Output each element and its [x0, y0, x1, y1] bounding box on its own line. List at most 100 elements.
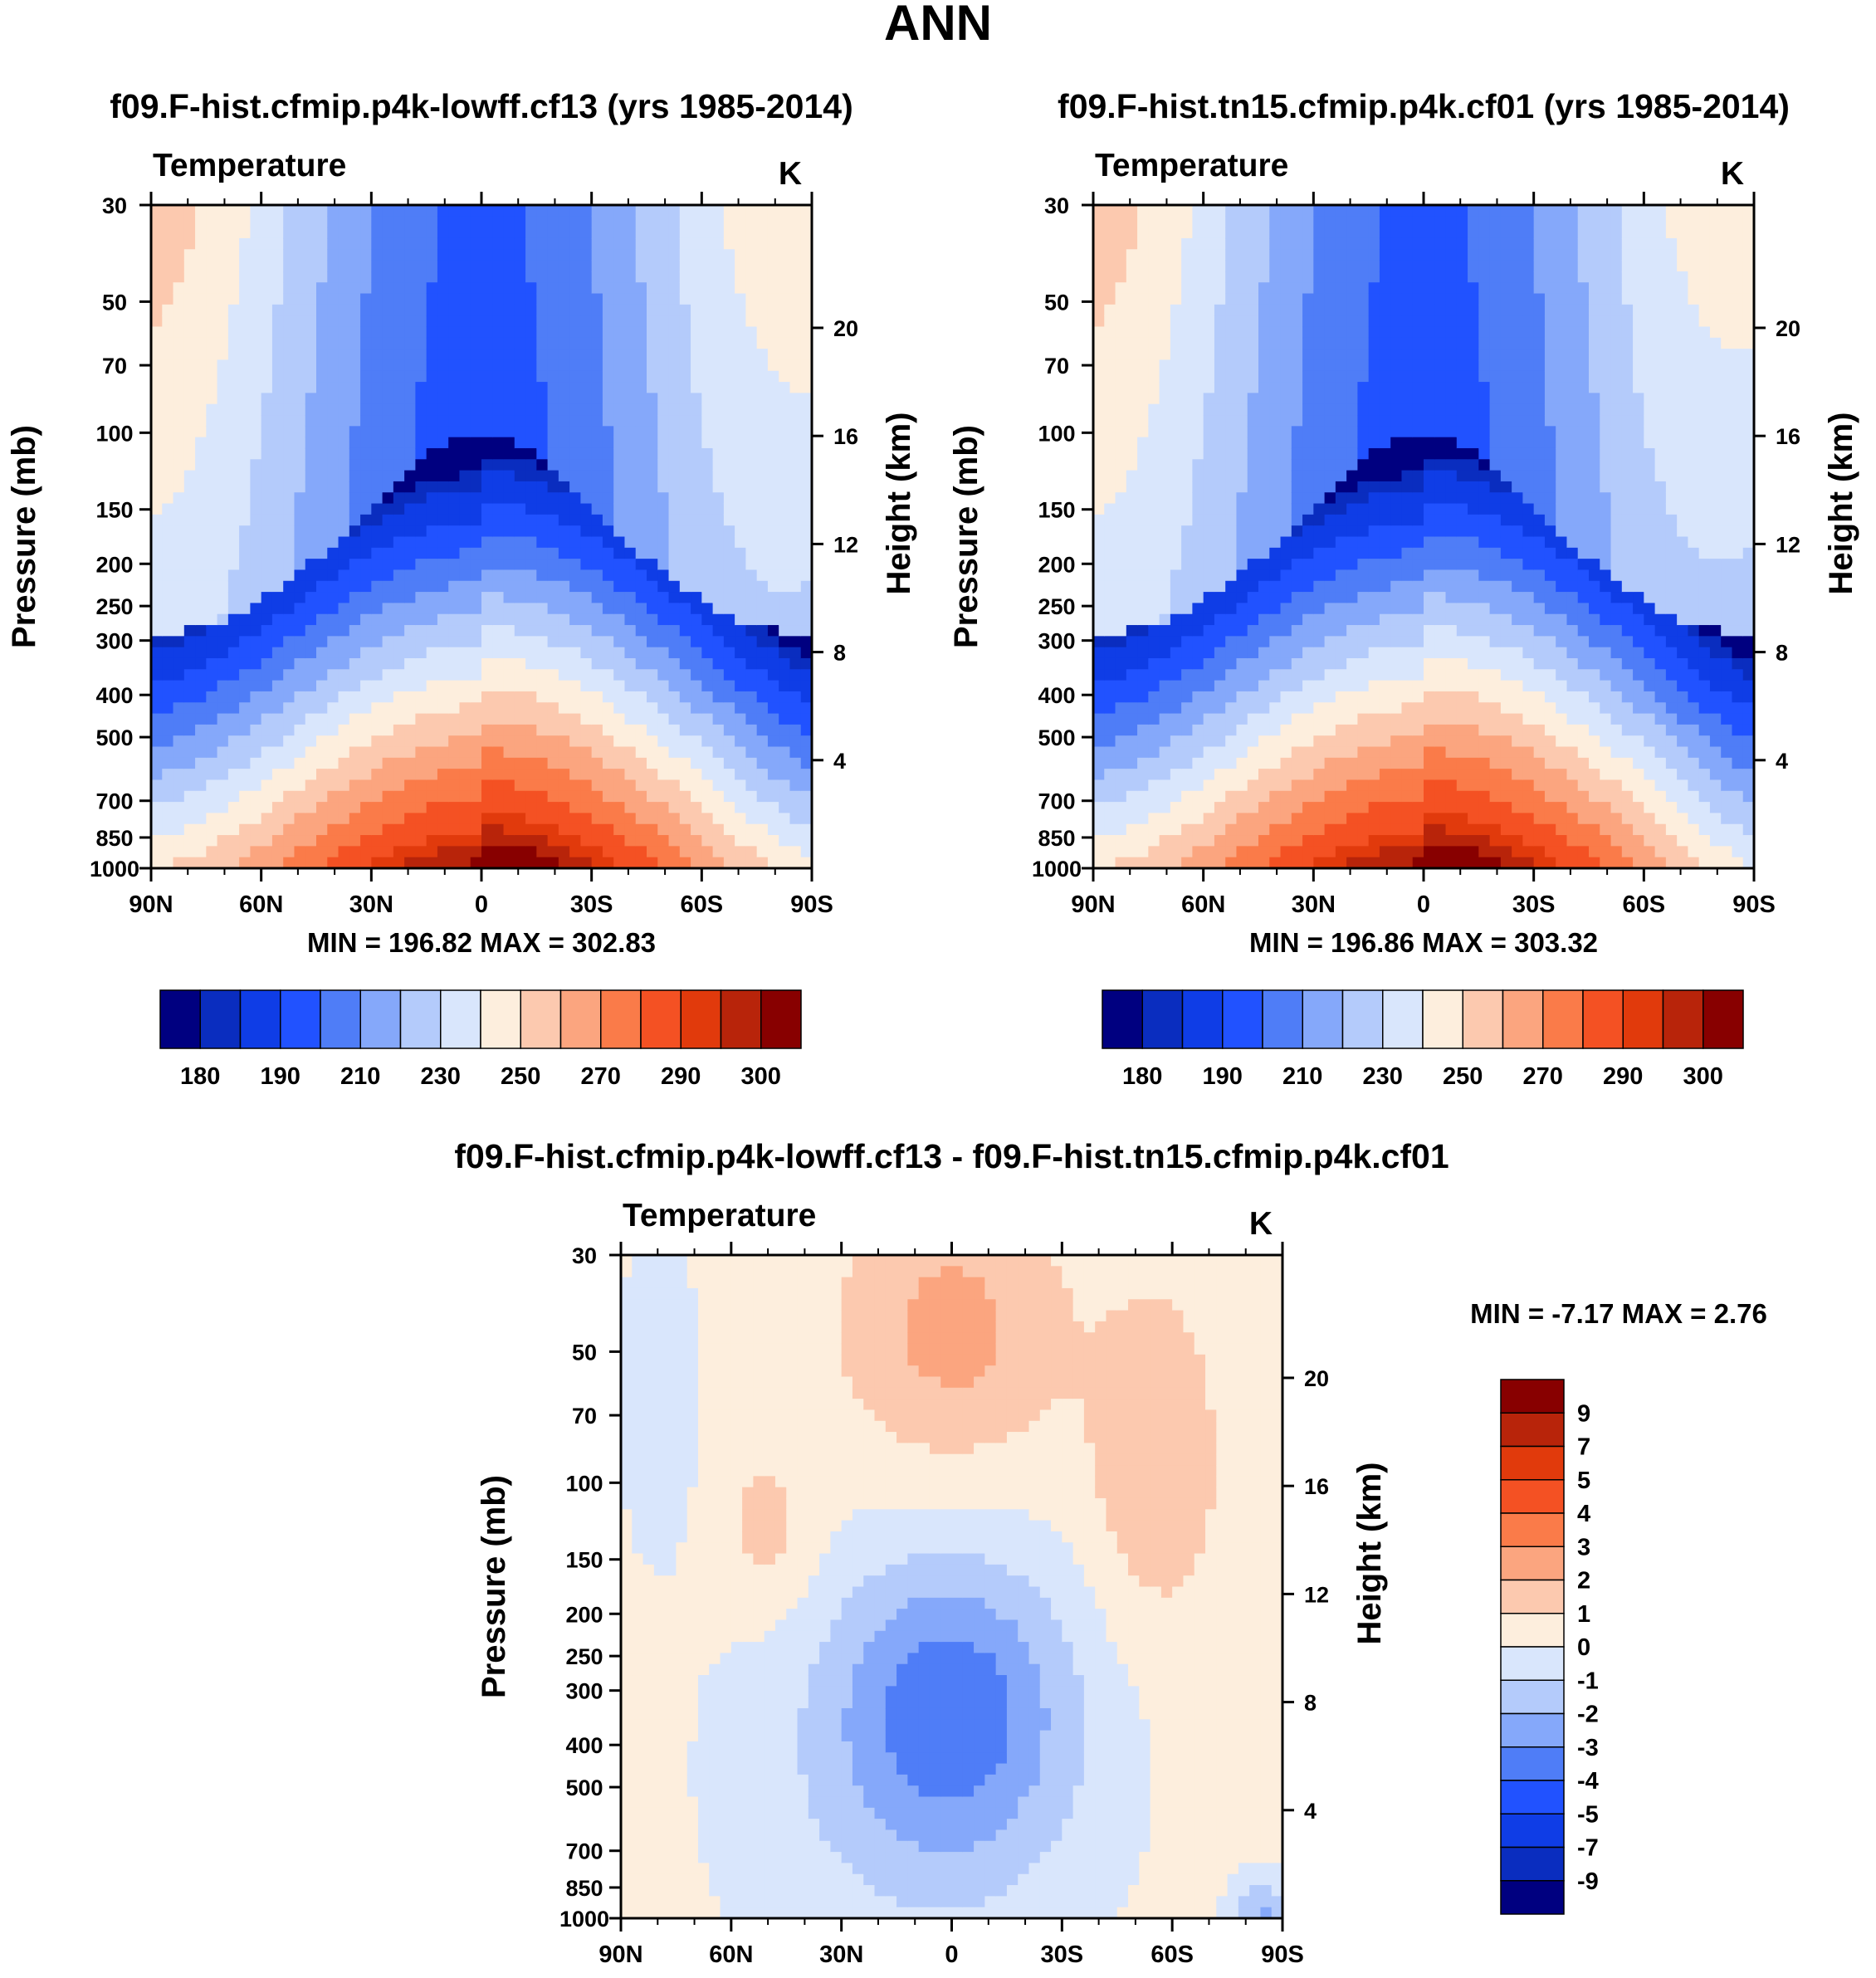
contour-cell: [404, 237, 416, 250]
contour-cell: [789, 647, 802, 659]
contour-cell: [1302, 769, 1314, 781]
contour-cell: [1104, 569, 1116, 582]
contour-cell: [1203, 536, 1215, 549]
contour-cell: [1126, 237, 1138, 250]
contour-cell: [613, 359, 626, 372]
contour-cell: [393, 580, 405, 593]
contour-cell: [1181, 349, 1193, 361]
contour-cell: [283, 691, 296, 703]
contour-cell: [415, 680, 427, 692]
contour-cell: [691, 492, 702, 505]
contour-cell: [1093, 769, 1105, 781]
contour-cell: [437, 592, 449, 603]
contour-cell: [1148, 271, 1160, 283]
contour-cell: [1192, 669, 1204, 681]
contour-cell: [349, 702, 361, 715]
contour-cell: [1181, 459, 1193, 471]
contour-cell: [1214, 613, 1226, 626]
contour-cell: [1126, 569, 1138, 582]
contour-cell: [217, 613, 229, 626]
contour-cell: [647, 580, 658, 593]
contour-cell: [316, 536, 328, 549]
contour-cell: [789, 315, 802, 328]
contour-cell: [1313, 359, 1326, 372]
contour-cell: [735, 823, 746, 836]
contour-cell: [183, 293, 196, 305]
colorbar-box: [559, 989, 602, 1049]
contour-cell: [183, 492, 196, 505]
contour-cell: [712, 625, 725, 637]
contour-cell: [360, 680, 372, 692]
contour-cell: [1181, 779, 1193, 792]
contour-cell: [668, 514, 681, 526]
contour-cell: [1214, 580, 1226, 593]
contour-cell: [1214, 249, 1226, 261]
contour-cell: [691, 580, 702, 593]
contour-cell: [503, 249, 515, 261]
contour-cell: [492, 592, 505, 603]
contour-cell: [767, 559, 779, 571]
contour-cell: [657, 769, 670, 781]
contour-cell: [613, 403, 626, 416]
contour-cell: [448, 702, 461, 715]
contour-cell: [327, 569, 340, 582]
contour-cell: [437, 359, 449, 372]
contour-cell: [1247, 282, 1259, 295]
contour-cell: [327, 603, 340, 615]
contour-cell: [800, 613, 813, 626]
contour-cell: [305, 724, 317, 736]
contour-cell: [470, 326, 482, 339]
contour-cell: [327, 503, 340, 515]
contour-cell: [1115, 603, 1127, 615]
contour-cell: [426, 547, 438, 559]
contour-cell: [1115, 437, 1127, 449]
contour-cell: [327, 691, 340, 703]
contour-cell: [1225, 282, 1238, 295]
contour-cell: [173, 349, 185, 361]
contour-cell: [1192, 337, 1204, 349]
contour-cell: [580, 680, 593, 692]
contour-cell: [602, 835, 614, 847]
contour-cell: [657, 481, 670, 493]
contour-cell: [492, 237, 505, 250]
contour-cell: [382, 724, 394, 736]
contour-cell: [800, 569, 813, 582]
contour-cell: [327, 249, 340, 261]
contour-cell: [261, 481, 273, 493]
contour-cell: [723, 481, 735, 493]
contour-cell: [691, 359, 702, 372]
contour-cell: [547, 569, 559, 582]
contour-cell: [1093, 481, 1105, 493]
contour-cell: [1181, 237, 1193, 250]
contour-cell: [151, 790, 163, 803]
contour-cell: [1258, 724, 1270, 736]
contour-cell: [536, 669, 549, 681]
contour-cell: [250, 337, 262, 349]
contour-cell: [1104, 260, 1116, 272]
contour-cell: [647, 349, 658, 361]
contour-cell: [217, 415, 229, 427]
contour-cell: [779, 613, 791, 626]
contour-cell: [1269, 227, 1282, 239]
contour-cell: [173, 536, 185, 549]
contour-cell: [536, 293, 549, 305]
contour-cell: [745, 657, 758, 670]
contour-cell: [459, 227, 471, 239]
contour-cell: [239, 779, 251, 792]
contour-cell: [1258, 636, 1270, 648]
contour-cell: [470, 769, 482, 781]
contour-cell: [1148, 559, 1160, 571]
contour-cell: [1291, 835, 1303, 847]
contour-cell: [217, 403, 229, 416]
contour-cell: [624, 481, 637, 493]
contour-cell: [173, 547, 185, 559]
contour-cell: [217, 702, 229, 715]
contour-cell: [349, 249, 361, 261]
contour-cell: [779, 415, 791, 427]
contour-cell: [195, 503, 207, 515]
contour-cell: [1181, 514, 1193, 526]
contour-cell: [657, 757, 670, 769]
contour-cell: [404, 370, 416, 383]
contour-cell: [767, 447, 779, 460]
contour-cell: [393, 823, 405, 836]
